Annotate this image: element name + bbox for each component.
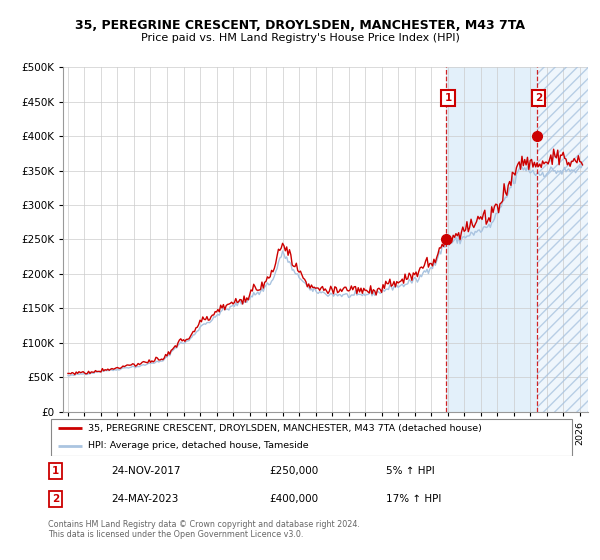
Text: £250,000: £250,000 — [270, 466, 319, 476]
Text: 5% ↑ HPI: 5% ↑ HPI — [386, 466, 434, 476]
Bar — [537, 67, 588, 412]
Text: 2: 2 — [52, 494, 59, 504]
Bar — [537, 67, 588, 412]
Text: 2: 2 — [535, 93, 542, 103]
Text: 24-NOV-2017: 24-NOV-2017 — [112, 466, 181, 476]
Text: 35, PEREGRINE CRESCENT, DROYLSDEN, MANCHESTER, M43 7TA: 35, PEREGRINE CRESCENT, DROYLSDEN, MANCH… — [75, 18, 525, 32]
Text: 35, PEREGRINE CRESCENT, DROYLSDEN, MANCHESTER, M43 7TA (detached house): 35, PEREGRINE CRESCENT, DROYLSDEN, MANCH… — [88, 424, 481, 433]
FancyBboxPatch shape — [50, 419, 572, 456]
Text: 24-MAY-2023: 24-MAY-2023 — [112, 494, 179, 504]
Text: £400,000: £400,000 — [270, 494, 319, 504]
Text: 1: 1 — [52, 466, 59, 476]
Text: HPI: Average price, detached house, Tameside: HPI: Average price, detached house, Tame… — [88, 441, 308, 450]
Text: Price paid vs. HM Land Registry's House Price Index (HPI): Price paid vs. HM Land Registry's House … — [140, 33, 460, 43]
Text: 17% ↑ HPI: 17% ↑ HPI — [386, 494, 441, 504]
Text: Contains HM Land Registry data © Crown copyright and database right 2024.
This d: Contains HM Land Registry data © Crown c… — [48, 520, 360, 539]
Text: 1: 1 — [445, 93, 452, 103]
Bar — [446, 67, 537, 412]
